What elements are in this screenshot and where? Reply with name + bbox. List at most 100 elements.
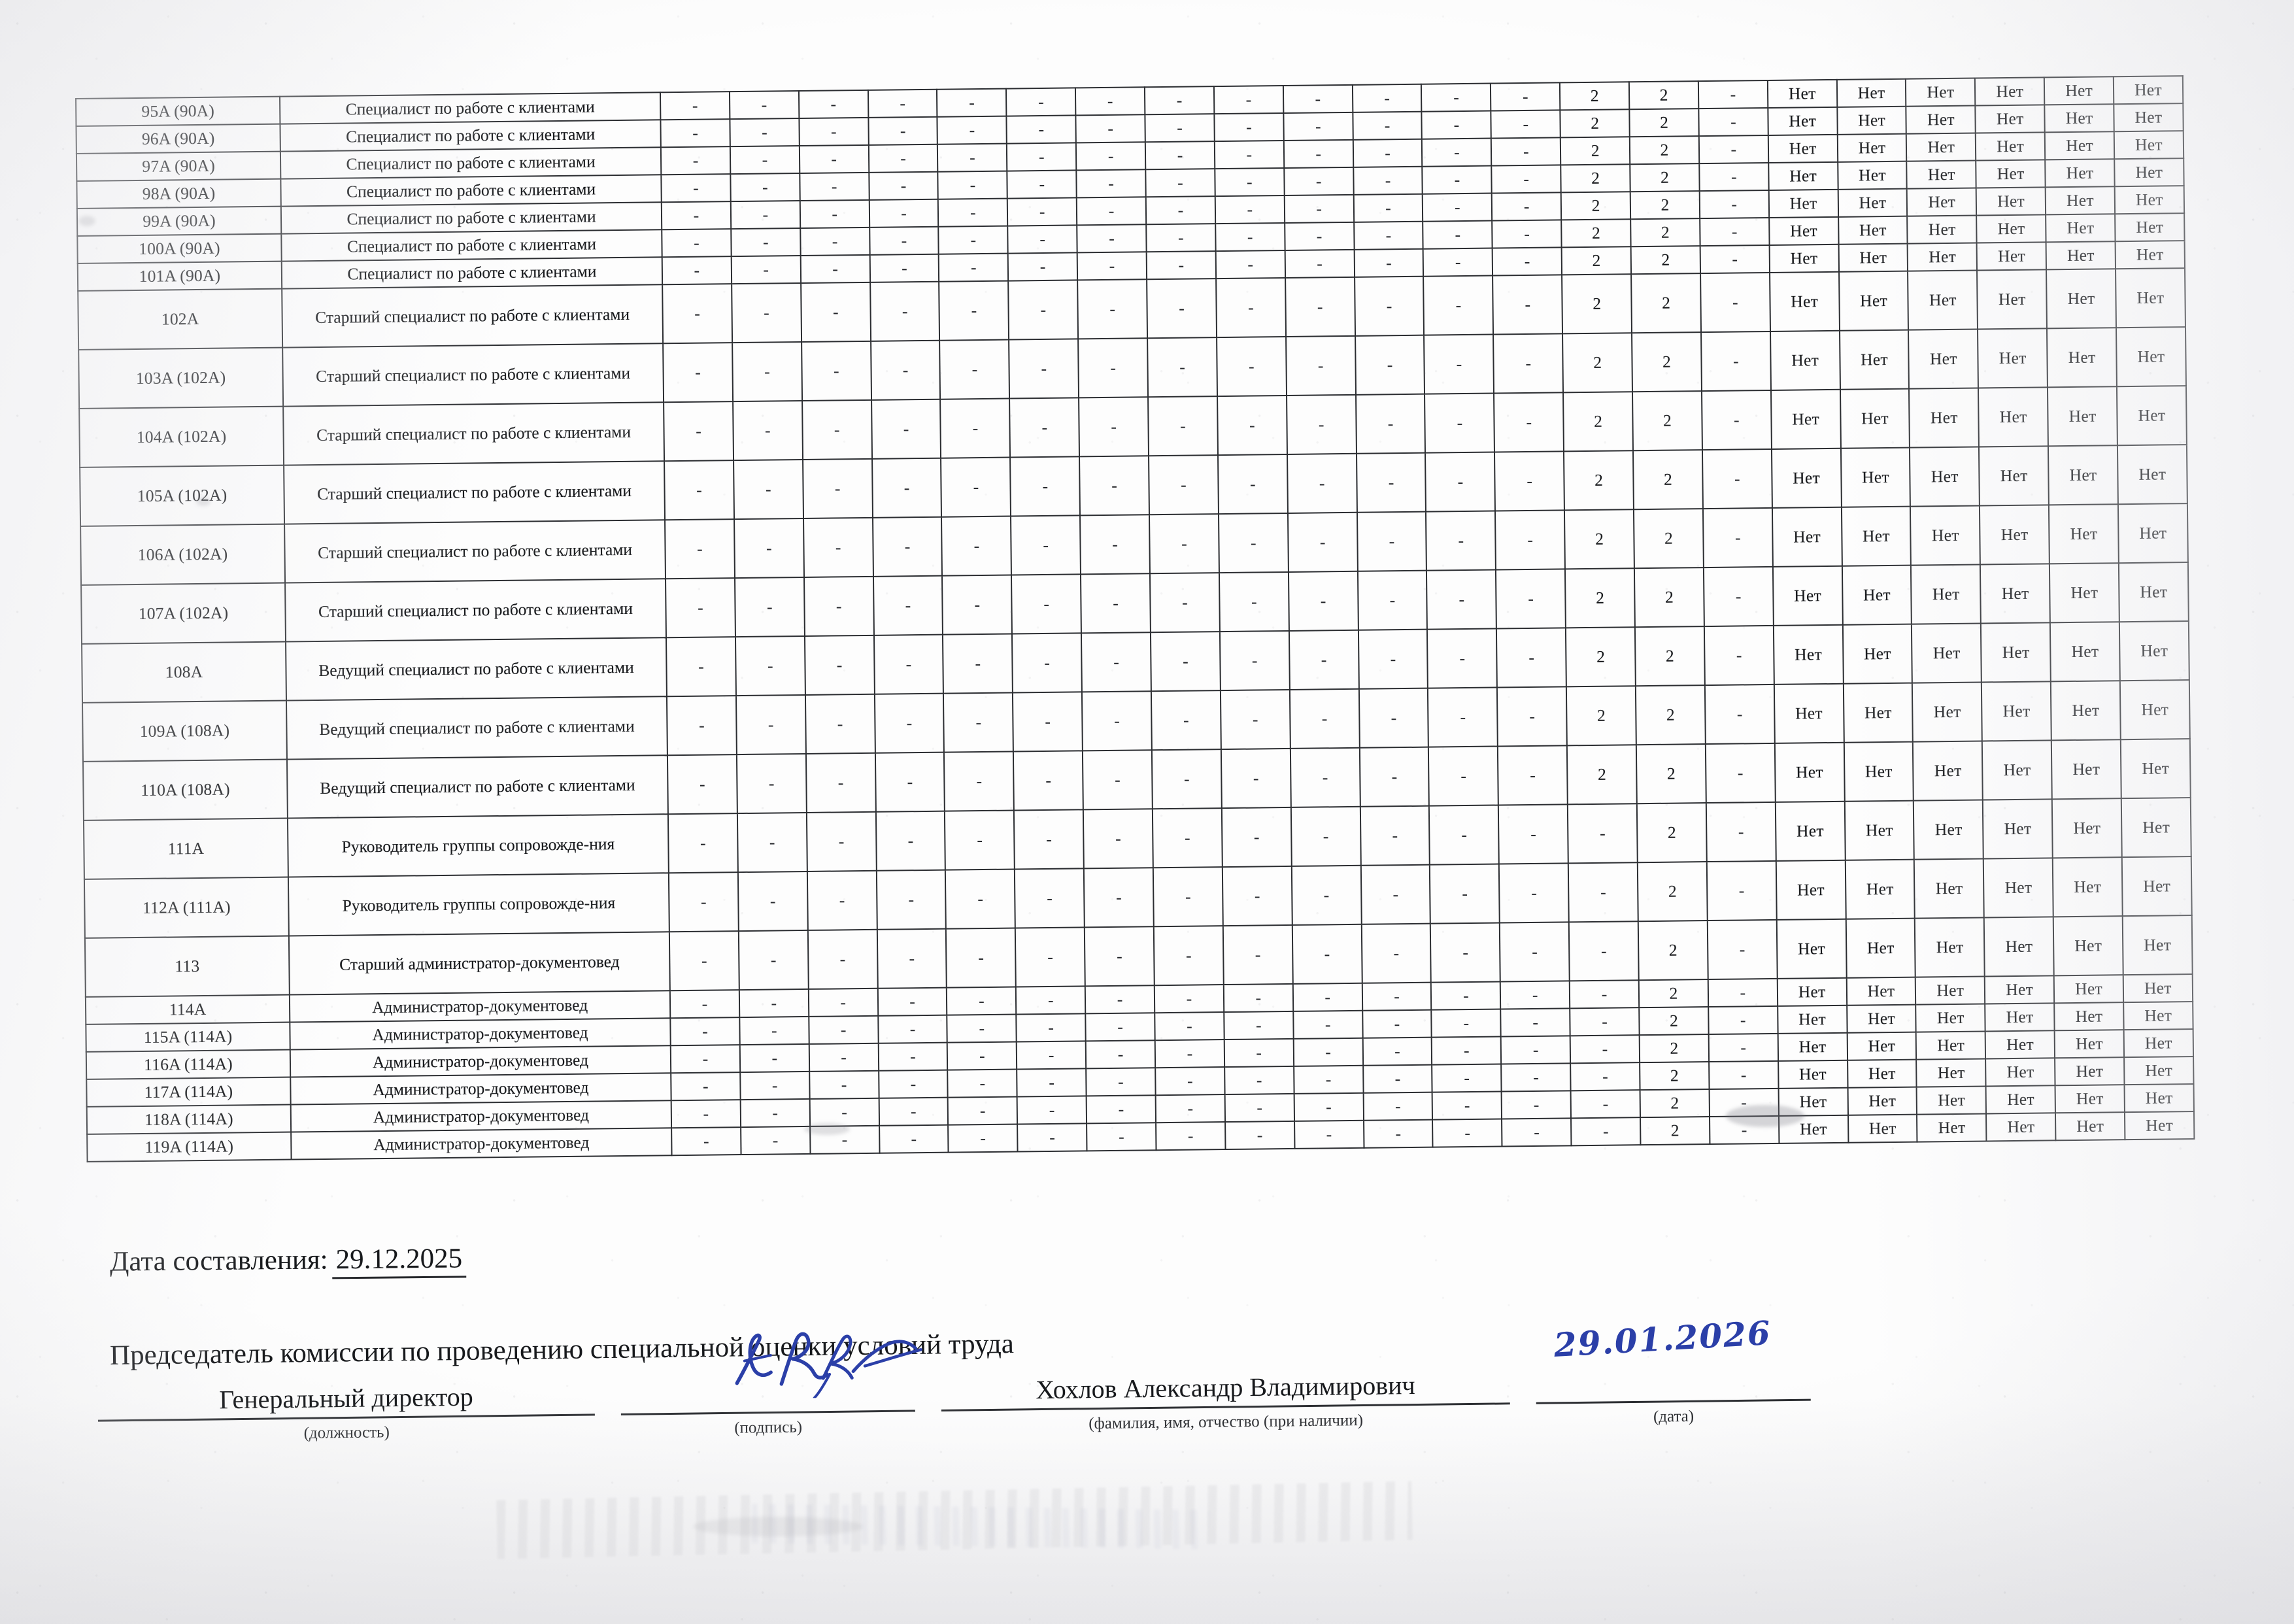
cell-factor: - — [875, 811, 946, 871]
cell-workplace-number: 109A (108A) — [82, 700, 287, 762]
cell-class: 2 — [1633, 450, 1703, 510]
cell-class: 2 — [1565, 568, 1635, 628]
cell-guarantee: Нет — [1774, 742, 1845, 802]
cell-class: - — [1700, 272, 1770, 333]
cell-guarantee: Нет — [1976, 160, 2046, 188]
cell-factor: - — [671, 1072, 741, 1101]
cell-guarantee: Нет — [2053, 916, 2123, 976]
cell-factor: - — [1015, 868, 1085, 928]
cell-factor: - — [802, 458, 873, 518]
cell-position-name: Ведущий специалист по работе с клиентами — [286, 696, 667, 760]
cell-factor: - — [944, 751, 1015, 811]
cell-factor: - — [669, 990, 740, 1019]
cell-class: - — [1567, 804, 1638, 864]
cell-guarantee: Нет — [1846, 918, 1916, 978]
cell-class: - — [1705, 743, 1776, 804]
cell-factor: - — [877, 987, 947, 1016]
cell-factor: - — [1077, 252, 1147, 280]
cell-workplace-number: 104A (102A) — [79, 406, 284, 467]
cell-factor: - — [808, 1015, 879, 1044]
cell-factor: - — [1086, 1068, 1156, 1096]
cell-factor: - — [1009, 339, 1079, 399]
cell-factor: - — [801, 399, 872, 460]
cell-factor: - — [947, 987, 1017, 1015]
cell-factor: - — [1218, 513, 1289, 573]
cell-factor: - — [1213, 86, 1284, 114]
cell-factor: - — [1294, 1092, 1364, 1121]
cell-class: - — [1702, 448, 1772, 509]
cell-guarantee: Нет — [1975, 77, 2045, 106]
cell-factor: - — [1354, 276, 1425, 336]
cell-factor: - — [660, 92, 730, 120]
cell-class: 2 — [1561, 219, 1631, 248]
cell-guarantee: Нет — [1839, 330, 1910, 390]
cell-guarantee: Нет — [1846, 1004, 1917, 1033]
cell-factor: - — [1362, 1009, 1432, 1038]
cell-factor: - — [1006, 88, 1076, 116]
cell-factor: - — [1146, 224, 1216, 252]
cell-factor: - — [662, 256, 732, 285]
cell-factor: - — [1362, 1064, 1433, 1093]
cell-guarantee: Нет — [1906, 133, 1976, 161]
cell-factor: - — [730, 173, 800, 202]
cell-guarantee: Нет — [1976, 187, 2046, 216]
cell-factor: - — [870, 340, 941, 400]
cell-factor: - — [1007, 252, 1078, 281]
cell-class: - — [1698, 107, 1768, 137]
cell-guarantee: Нет — [1770, 389, 1841, 449]
cell-class: - — [1708, 1060, 1779, 1090]
cell-guarantee: Нет — [2116, 268, 2185, 328]
scan-bleed-through-secondary — [751, 1504, 1210, 1549]
cell-class: 2 — [1560, 109, 1630, 138]
signatory-name-caption: (фамилия, имя, отчество (при наличии) — [1088, 1412, 1364, 1433]
cell-factor: - — [736, 753, 807, 814]
cell-guarantee: Нет — [1908, 329, 1979, 389]
cell-factor: - — [1007, 225, 1077, 254]
cell-factor: - — [740, 1098, 810, 1128]
signatory-position-cell: Генеральный директор (должность) — [97, 1379, 595, 1445]
cell-factor: - — [1013, 751, 1084, 811]
cell-factor: - — [1156, 1122, 1226, 1151]
cell-factor: - — [800, 254, 870, 284]
signature-date-caption: (дата) — [1653, 1407, 1695, 1426]
cell-factor: - — [1428, 746, 1499, 806]
cell-class: - — [1708, 1033, 1778, 1062]
cell-factor: - — [1426, 569, 1497, 630]
cell-workplace-number: 103A (102A) — [78, 347, 284, 409]
cell-factor: - — [1292, 924, 1362, 984]
cell-factor: - — [940, 398, 1011, 458]
cell-factor: - — [1360, 805, 1430, 866]
cell-factor: - — [1283, 84, 1353, 114]
cell-factor: - — [666, 637, 736, 697]
cell-factor: - — [1152, 808, 1223, 868]
cell-class: - — [1709, 1088, 1779, 1117]
cell-guarantee: Нет — [2051, 681, 2121, 741]
cell-factor: - — [1426, 511, 1496, 571]
cell-factor: - — [1075, 87, 1145, 116]
cell-position-name: Администратор-документовед — [290, 1100, 672, 1132]
cell-factor: - — [1492, 192, 1562, 221]
cell-guarantee: Нет — [2125, 1111, 2195, 1140]
cell-factor: - — [1078, 338, 1149, 398]
cell-guarantee: Нет — [1907, 188, 1977, 216]
cell-factor: - — [945, 869, 1016, 929]
cell-factor: - — [1151, 690, 1221, 751]
cell-factor: - — [1080, 515, 1150, 575]
cell-factor: - — [730, 201, 800, 229]
cell-guarantee: Нет — [1914, 858, 1985, 919]
cell-factor: - — [1427, 628, 1498, 688]
cell-factor: - — [1491, 165, 1561, 194]
cell-factor: - — [1017, 1068, 1087, 1097]
cell-guarantee: Нет — [2052, 857, 2123, 917]
cell-class: - — [1708, 978, 1778, 1007]
cell-factor: - — [1500, 922, 1570, 982]
cell-factor: - — [806, 811, 877, 871]
cell-guarantee: Нет — [1847, 1059, 1917, 1088]
cell-position-name: Старший специалист по работе с клиентами — [282, 284, 664, 348]
cell-position-name: Специалист по работе с клиентами — [280, 202, 662, 234]
cell-factor: - — [1493, 275, 1563, 335]
cell-factor: - — [1283, 112, 1353, 141]
cell-guarantee: Нет — [1769, 244, 1839, 273]
signature-date-placeholder — [1536, 1365, 1811, 1402]
cell-factor: - — [668, 872, 739, 932]
